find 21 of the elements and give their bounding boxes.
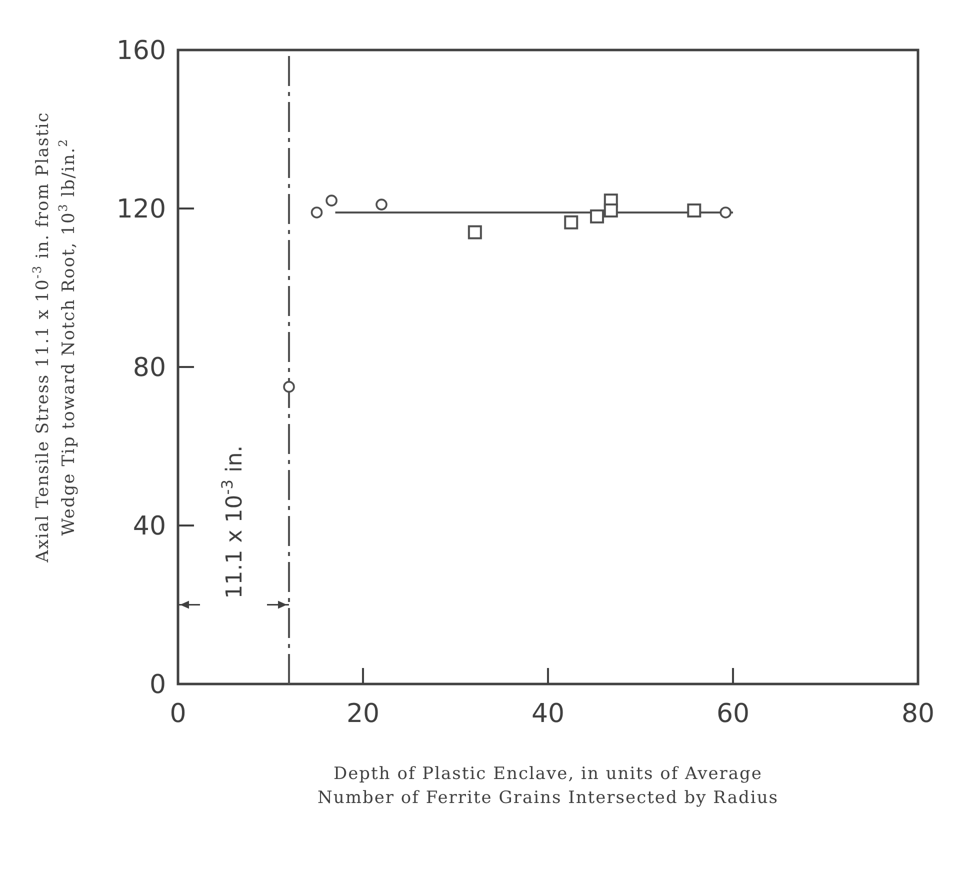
point xyxy=(604,203,618,218)
x-axis-title: Depth of Plastic Enclave, in units of Average Number of Ferrite Grains Intersected by Radius xyxy=(318,764,778,808)
y-tick-label: 120 xyxy=(116,194,166,225)
x-tick-label: 20 xyxy=(346,699,380,729)
point xyxy=(720,206,732,218)
x-tick-label: 60 xyxy=(716,699,750,729)
point xyxy=(468,225,482,240)
point xyxy=(564,215,578,230)
point xyxy=(310,206,323,218)
y-tick-label: 40 xyxy=(132,512,166,542)
point xyxy=(590,209,604,224)
point xyxy=(687,203,702,218)
point xyxy=(283,380,295,393)
point xyxy=(376,198,388,210)
y-tick-label: 80 xyxy=(132,353,166,384)
x-tick-label: 40 xyxy=(531,699,565,729)
x-tick-label: 80 xyxy=(901,699,935,729)
x-tick-label: 0 xyxy=(170,699,186,729)
y-tick-label: 0 xyxy=(149,670,166,700)
y-tick-label: 160 xyxy=(116,36,166,66)
point xyxy=(326,194,338,206)
